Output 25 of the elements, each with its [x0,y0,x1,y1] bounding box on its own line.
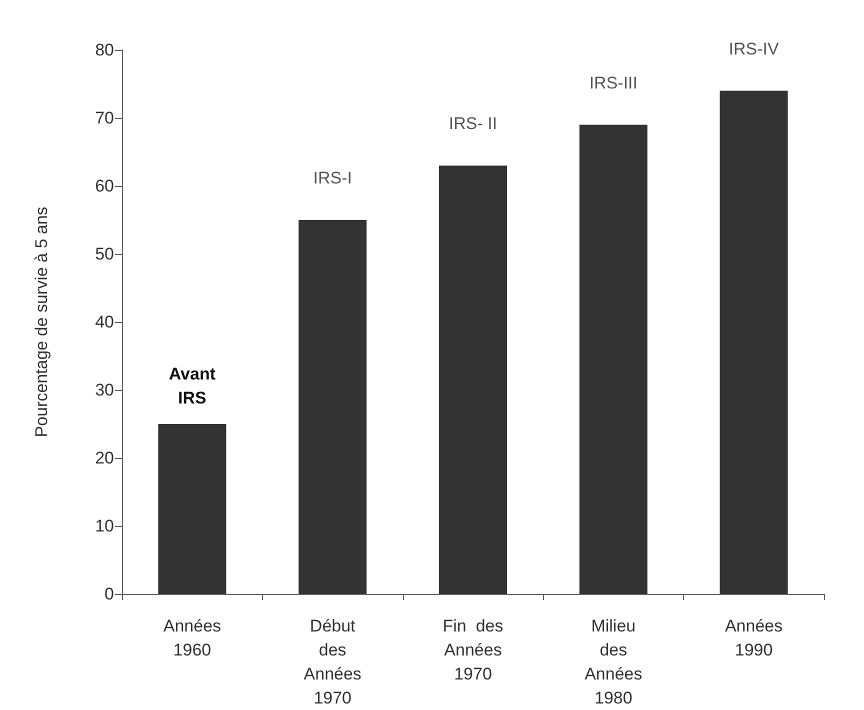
x-tick-label: Fin des Années 1970 [442,616,504,684]
y-tick-label: 40 [95,312,114,332]
y-tick-label: 30 [95,380,114,400]
y-axis-title: Pourcentage de survie à 5 ans [32,206,51,438]
bar [439,166,507,594]
y-tick-label: 10 [95,516,114,536]
y-tick-label: 60 [95,176,114,196]
x-tick-label: Années 1960 [163,616,222,660]
annotation: IRS- II [448,114,498,134]
bar [579,124,648,594]
annotation: Avant IRS [168,364,216,408]
x-tick-label: Milieu des Années 1980 [584,616,642,708]
x-tick-label: Début des Années 1970 [304,616,362,708]
bar [298,220,367,594]
y-tick-label: 50 [95,244,114,264]
x-tick-label: Années 1990 [724,616,783,660]
y-tick-label: 80 [95,40,114,60]
annotation: IRS-I [313,168,352,188]
y-tick-label: 70 [95,108,114,128]
bar [720,90,788,594]
y-tick-label: 20 [95,448,114,468]
annotation: IRS-III [589,73,638,92]
bar [158,424,226,594]
annotation: IRS-IV [728,39,780,58]
y-tick-label: 0 [104,584,114,604]
